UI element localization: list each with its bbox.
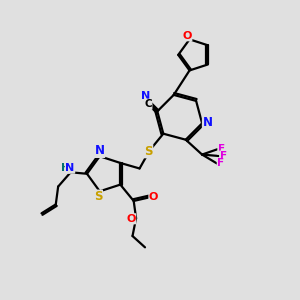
Text: F: F [220, 151, 227, 161]
Text: F: F [217, 158, 224, 169]
Text: H: H [61, 163, 70, 173]
Text: S: S [94, 190, 103, 203]
Text: N: N [202, 116, 212, 129]
Text: O: O [126, 214, 136, 224]
Text: F: F [218, 144, 225, 154]
Text: O: O [182, 31, 192, 41]
Text: C: C [144, 99, 152, 109]
Text: S: S [144, 145, 153, 158]
Text: O: O [149, 192, 158, 203]
Text: N: N [141, 91, 151, 100]
Text: N: N [95, 144, 105, 158]
Text: N: N [65, 163, 75, 173]
